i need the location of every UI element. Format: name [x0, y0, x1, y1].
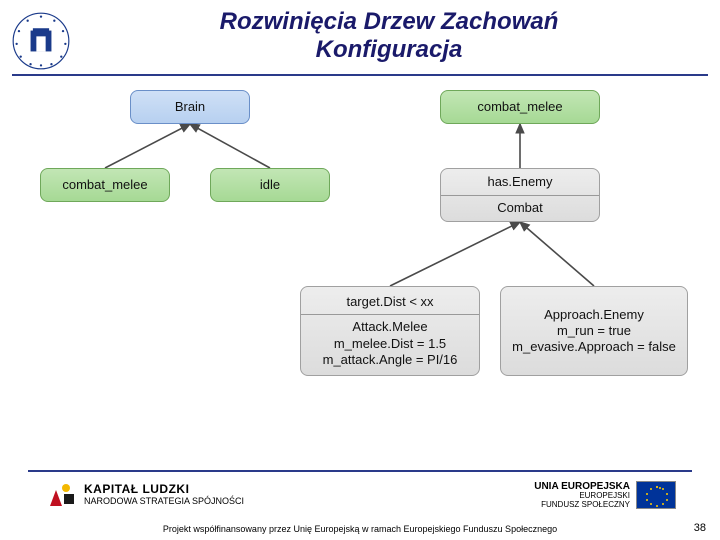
footer-caption: Projekt współfinansowany przez Unię Euro… — [16, 524, 704, 534]
node-hasEnemy: has.EnemyCombat — [440, 168, 600, 222]
node-brain: Brain — [130, 90, 250, 124]
node-approach: Approach.Enemy m_run = true m_evasive.Ap… — [500, 286, 688, 376]
eu-logo: UNIA EUROPEJSKA EUROPEJSKI FUNDUSZ SPOŁE… — [534, 481, 676, 510]
title-line1: Rozwinięcia Drzew Zachowań — [220, 8, 559, 35]
eu-sub2: FUNDUSZ SPOŁECZNY — [534, 501, 630, 510]
page-number: 38 — [694, 522, 706, 534]
node-idle: idle — [210, 168, 330, 202]
title-wrap: Rozwinięcia Drzew Zachowań Konfiguracja — [70, 8, 708, 63]
footer-logos: KAPITAŁ LUDZKI NARODOWA STRATEGIA SPÓJNO… — [16, 472, 704, 514]
kapital-ludzki-logo: KAPITAŁ LUDZKI NARODOWA STRATEGIA SPÓJNO… — [44, 478, 244, 512]
node-attack: target.Dist < xxAttack.Melee m_melee.Dis… — [300, 286, 480, 376]
title-underline — [12, 74, 708, 76]
slide-header: Rozwinięcia Drzew Zachowań Konfiguracja — [0, 0, 720, 70]
kl-sub: NARODOWA STRATEGIA SPÓJNOŚCI — [84, 497, 244, 507]
kl-icon — [44, 478, 78, 512]
eu-flag-icon — [636, 481, 676, 509]
title-line2: Konfiguracja — [316, 36, 463, 63]
kl-main: KAPITAŁ LUDZKI — [84, 483, 244, 496]
behavior-tree-diagram: Braincombat_meleeidlecombat_meleehas.Ene… — [20, 90, 700, 420]
slide-title: Rozwinięcia Drzew Zachowań Konfiguracja — [70, 8, 708, 63]
node-cm_right: combat_melee — [440, 90, 600, 124]
university-logo — [12, 12, 70, 70]
eu-text: UNIA EUROPEJSKA EUROPEJSKI FUNDUSZ SPOŁE… — [534, 481, 630, 510]
slide-footer: KAPITAŁ LUDZKI NARODOWA STRATEGIA SPÓJNO… — [0, 470, 720, 540]
node-cm_left: combat_melee — [40, 168, 170, 202]
kl-text: KAPITAŁ LUDZKI NARODOWA STRATEGIA SPÓJNO… — [84, 483, 244, 506]
